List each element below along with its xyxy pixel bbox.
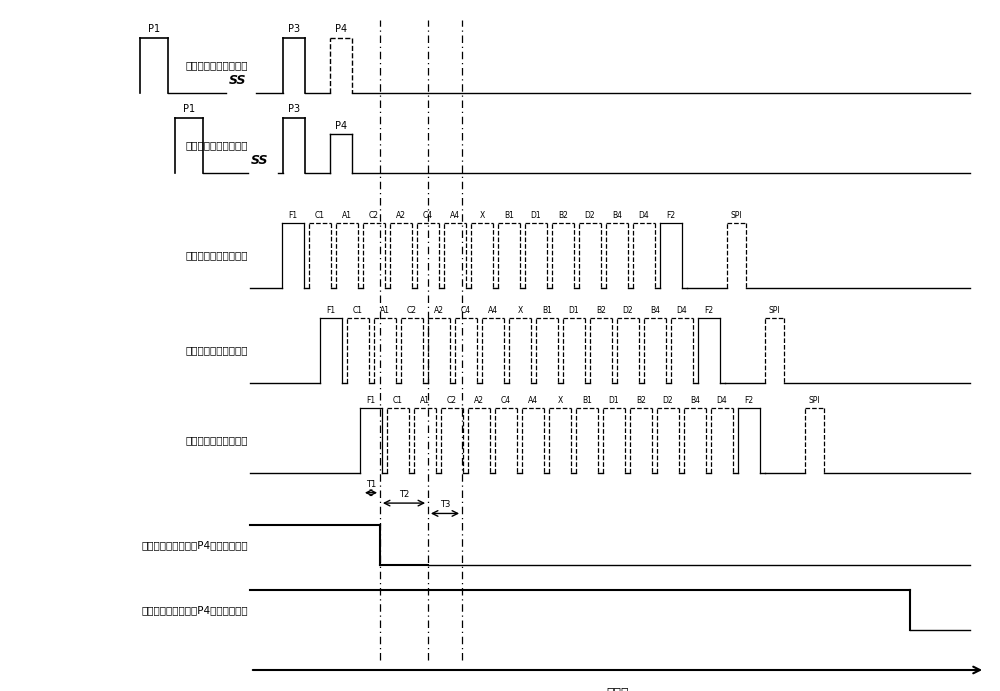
- Text: T2: T2: [399, 490, 409, 499]
- Text: D2: D2: [623, 306, 633, 315]
- Text: A1: A1: [420, 397, 430, 406]
- Text: A4: A4: [488, 306, 498, 315]
- Text: F1: F1: [288, 211, 298, 220]
- Text: T1: T1: [366, 480, 376, 489]
- Text: D4: D4: [717, 397, 727, 406]
- Text: D1: D1: [531, 211, 541, 220]
- Text: C1: C1: [315, 211, 325, 220]
- Text: A4: A4: [528, 397, 538, 406]
- Text: A2: A2: [434, 306, 444, 315]
- Text: F1: F1: [366, 397, 376, 406]
- Text: D2: D2: [663, 397, 673, 406]
- Text: 应答信号（天线端口）: 应答信号（天线端口）: [186, 435, 248, 445]
- Text: P1: P1: [148, 24, 160, 34]
- Text: C2: C2: [369, 211, 379, 220]
- Text: 询问信号（天线端口）: 询问信号（天线端口）: [186, 60, 248, 70]
- Text: P4: P4: [335, 120, 347, 131]
- Text: F1: F1: [326, 306, 336, 315]
- Text: B4: B4: [650, 306, 660, 315]
- Text: P1: P1: [183, 104, 195, 114]
- Text: C1: C1: [393, 397, 403, 406]
- Text: D2: D2: [585, 211, 595, 220]
- Text: A1: A1: [380, 306, 390, 315]
- Text: A2: A2: [474, 397, 484, 406]
- Text: C4: C4: [423, 211, 433, 220]
- Text: SS: SS: [229, 74, 247, 87]
- Text: P3: P3: [288, 104, 300, 114]
- Text: D1: D1: [569, 306, 579, 315]
- Text: P3: P3: [288, 24, 300, 34]
- Text: C4: C4: [501, 397, 511, 406]
- Text: D1: D1: [609, 397, 619, 406]
- Text: 应答信号（多级开关）: 应答信号（多级开关）: [186, 345, 248, 355]
- Text: 离散控制线时序（无P4时，高有效）: 离散控制线时序（无P4时，高有效）: [141, 605, 248, 615]
- Text: F2: F2: [744, 397, 754, 406]
- Text: P4: P4: [335, 24, 347, 34]
- Text: A2: A2: [396, 211, 406, 220]
- Text: A1: A1: [342, 211, 352, 220]
- Text: B2: B2: [636, 397, 646, 406]
- Text: D4: D4: [639, 211, 649, 220]
- Text: SPI: SPI: [809, 397, 820, 406]
- Text: B4: B4: [612, 211, 622, 220]
- Text: 询问信号（询问解码）: 询问信号（询问解码）: [186, 140, 248, 150]
- Text: B1: B1: [542, 306, 552, 315]
- Text: C1: C1: [353, 306, 363, 315]
- Text: C4: C4: [461, 306, 471, 315]
- Text: SPI: SPI: [731, 211, 742, 220]
- Text: B1: B1: [582, 397, 592, 406]
- Text: 离散控制线时序（有P4时，高有效）: 离散控制线时序（有P4时，高有效）: [141, 540, 248, 550]
- Text: A4: A4: [450, 211, 460, 220]
- Text: C2: C2: [447, 397, 457, 406]
- Text: X: X: [479, 211, 485, 220]
- Text: D4: D4: [677, 306, 687, 315]
- Text: F2: F2: [666, 211, 676, 220]
- Text: 应答信号（应答编码）: 应答信号（应答编码）: [186, 250, 248, 260]
- Text: B4: B4: [690, 397, 700, 406]
- Text: F2: F2: [704, 306, 714, 315]
- Text: X: X: [557, 397, 563, 406]
- Text: 时间轴: 时间轴: [606, 688, 629, 691]
- Text: SS: SS: [251, 154, 269, 167]
- Text: X: X: [517, 306, 523, 315]
- Text: T3: T3: [440, 500, 450, 509]
- Text: SPI: SPI: [769, 306, 780, 315]
- Text: B1: B1: [504, 211, 514, 220]
- Text: C2: C2: [407, 306, 417, 315]
- Text: B2: B2: [558, 211, 568, 220]
- Text: B2: B2: [596, 306, 606, 315]
